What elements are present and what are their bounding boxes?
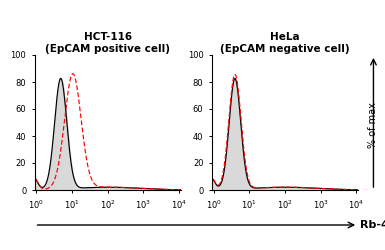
Title: HCT-116
(EpCAM positive cell): HCT-116 (EpCAM positive cell) [45, 32, 170, 54]
Title: HeLa
(EpCAM negative cell): HeLa (EpCAM negative cell) [220, 32, 350, 54]
Text: Rb-488: Rb-488 [360, 220, 385, 230]
Text: % of max: % of max [368, 102, 378, 148]
